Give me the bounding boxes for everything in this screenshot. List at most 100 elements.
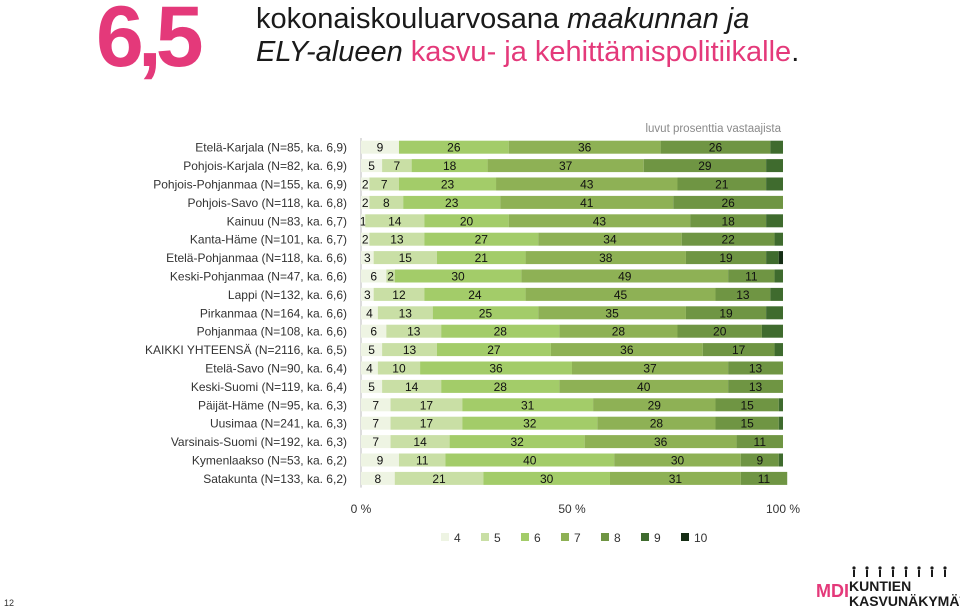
category-label: Pirkanmaa (N=164, ka. 6,6) [200, 306, 347, 320]
bar-segment-5 [377, 306, 433, 320]
data-label: 17 [420, 417, 434, 431]
bar-segment-7 [593, 398, 716, 412]
data-label: 14 [413, 435, 427, 449]
legend-label: 10 [694, 531, 708, 545]
bar-segment-4 [361, 435, 391, 449]
bar-segment-8 [673, 195, 783, 209]
bar-segment-7 [614, 453, 741, 467]
data-label: 26 [721, 196, 735, 210]
bar-segment-8 [702, 343, 775, 357]
data-label: 17 [732, 343, 746, 357]
category-label: Pohjanmaa (N=108, ka. 6,6) [197, 325, 347, 339]
bar-segment-4 [361, 195, 370, 209]
bar-segment-9 [778, 453, 783, 467]
category-label: Kanta-Häme (N=101, ka. 6,7) [190, 233, 347, 247]
category-label: Satakunta (N=133, ka. 6,2) [203, 472, 347, 486]
data-label: 4 [366, 362, 373, 376]
data-label: 36 [578, 141, 592, 155]
data-label: 11 [416, 454, 429, 468]
data-label: 22 [721, 233, 735, 247]
data-label: 28 [494, 325, 508, 339]
bar-segment-6 [398, 140, 509, 154]
bar-segment-9 [766, 251, 779, 265]
bar-segment-4 [361, 269, 387, 283]
legend-swatch-9 [641, 533, 649, 541]
bar-segment-6 [424, 287, 526, 301]
data-label: 13 [390, 233, 404, 247]
legend-label: 9 [654, 531, 661, 545]
bar-segment-5 [377, 361, 421, 375]
bar-segment-7 [496, 177, 678, 191]
bar-segment-5 [365, 214, 425, 228]
bar-segment-4 [361, 361, 378, 375]
data-label: 28 [650, 417, 664, 431]
bar-segment-7 [525, 251, 686, 265]
bar-segment-6 [398, 177, 497, 191]
data-label: 13 [399, 306, 413, 320]
bar-segment-8 [690, 214, 767, 228]
legend-label: 6 [534, 531, 541, 545]
data-label: 43 [593, 214, 607, 228]
bar-segment-5 [369, 177, 399, 191]
data-label: 24 [468, 288, 482, 302]
legend-label: 4 [454, 531, 461, 545]
bar-segment-7 [572, 361, 729, 375]
data-label: 36 [489, 362, 503, 376]
data-label: 30 [451, 270, 465, 284]
data-label: 18 [443, 159, 457, 173]
bar-segment-7 [559, 324, 678, 338]
category-label: Etelä-Pohjanmaa (N=118, ka. 6,6) [166, 251, 347, 265]
data-label: 34 [603, 233, 617, 247]
title-period: . [791, 36, 800, 68]
data-label: 1 [360, 214, 367, 228]
category-label: Pohjois-Karjala (N=82, ka. 6,9) [183, 159, 347, 173]
category-label: Keski-Suomi (N=119, ka. 6,4) [191, 380, 347, 394]
data-label: 6 [370, 325, 377, 339]
bar-segment-5 [382, 379, 442, 393]
data-label: 25 [479, 306, 493, 320]
data-label: 14 [405, 380, 419, 394]
data-label: 37 [559, 159, 573, 173]
legend-label: 5 [494, 531, 501, 545]
logo-mdi: MDI [816, 581, 849, 601]
bar-segment-7 [538, 232, 682, 246]
bar-segment-8 [728, 361, 783, 375]
bar-segment-6 [424, 232, 539, 246]
bar-segment-4 [361, 251, 374, 265]
data-label: 11 [745, 270, 758, 284]
bar-segment-5 [373, 287, 425, 301]
data-label: 7 [394, 159, 401, 173]
data-label: 21 [432, 472, 446, 486]
bar-segment-5 [390, 398, 463, 412]
bar-segment-9 [766, 306, 783, 320]
bar-segment-9 [778, 416, 783, 430]
bar-segment-7 [508, 214, 691, 228]
data-label: 43 [580, 178, 594, 192]
data-label: 45 [614, 288, 628, 302]
bar-segment-5 [382, 343, 437, 357]
data-label: 23 [441, 178, 455, 192]
data-label: 7 [372, 417, 379, 431]
bar-segment-4 [361, 306, 378, 320]
data-label: 5 [368, 159, 375, 173]
category-label: Lappi (N=132, ka. 6,6) [228, 288, 347, 302]
bar-segment-4 [361, 287, 374, 301]
bar-segment-7 [525, 287, 716, 301]
data-label: 31 [521, 398, 535, 412]
category-label: KAIKKI YHTEENSÄ (N=2116, ka. 6,5) [145, 343, 347, 357]
title-plain: kokonaiskouluarvosana [256, 3, 568, 35]
title-highlight: kasvu- ja kehittämispolitiikalle [402, 36, 792, 68]
data-label: 26 [447, 141, 461, 155]
bar-segment-4 [361, 177, 370, 191]
bar-segment-4 [361, 379, 383, 393]
category-label: Pohjois-Savo (N=118, ka. 6,8) [187, 196, 347, 210]
data-label: 11 [754, 435, 767, 449]
data-label: 32 [523, 417, 537, 431]
bar-segment-6 [462, 416, 598, 430]
data-label: 32 [510, 435, 524, 449]
data-label: 13 [407, 325, 421, 339]
bar-segment-7 [521, 269, 729, 283]
legend-label: 8 [614, 531, 621, 545]
bar-segment-9 [770, 287, 783, 301]
data-label: 36 [654, 435, 668, 449]
